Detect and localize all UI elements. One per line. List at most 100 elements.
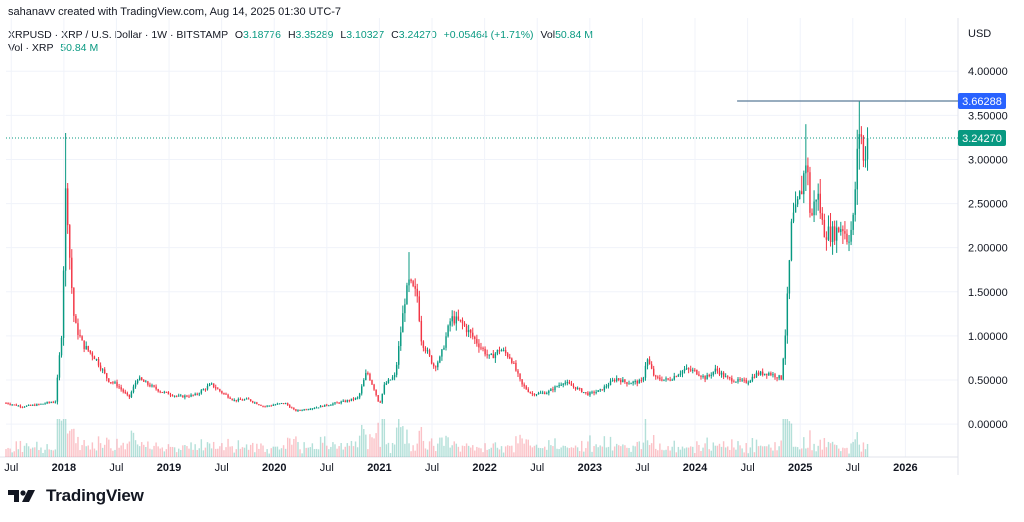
candle-body[interactable] xyxy=(796,199,799,205)
candle-body[interactable] xyxy=(404,304,406,314)
candle-body[interactable] xyxy=(206,386,209,390)
candle-body[interactable] xyxy=(657,376,659,378)
candle-body[interactable] xyxy=(825,237,828,240)
candle-body[interactable] xyxy=(511,358,513,363)
candle-body[interactable] xyxy=(215,387,217,389)
candle-body[interactable] xyxy=(618,378,620,380)
candle-body[interactable] xyxy=(163,391,166,393)
candle-body[interactable] xyxy=(620,379,622,383)
candle-body[interactable] xyxy=(289,405,291,408)
candle-body[interactable] xyxy=(328,405,330,407)
candle-body[interactable] xyxy=(801,191,803,195)
candle-body[interactable] xyxy=(597,390,599,392)
candle-body[interactable] xyxy=(432,363,435,367)
candle-body[interactable] xyxy=(663,379,665,381)
candle-body[interactable] xyxy=(496,349,499,354)
candle-body[interactable] xyxy=(626,382,628,385)
candle-body[interactable] xyxy=(414,285,416,289)
candle-body[interactable] xyxy=(348,400,351,402)
candle-body[interactable] xyxy=(151,385,153,387)
candle-body[interactable] xyxy=(198,393,200,395)
candle-body[interactable] xyxy=(363,380,365,387)
candle-body[interactable] xyxy=(140,377,143,381)
candle-body[interactable] xyxy=(751,376,754,381)
candle-body[interactable] xyxy=(572,385,575,387)
candle-body[interactable] xyxy=(406,285,408,305)
candle-body[interactable] xyxy=(844,231,846,234)
candle-body[interactable] xyxy=(731,378,733,382)
candle-body[interactable] xyxy=(864,159,867,161)
candle-body[interactable] xyxy=(455,316,458,324)
candle-body[interactable] xyxy=(56,377,59,402)
candle-body[interactable] xyxy=(305,409,307,411)
candle-body[interactable] xyxy=(165,391,168,393)
candle-body[interactable] xyxy=(774,374,776,378)
candle-body[interactable] xyxy=(560,384,562,386)
candle-body[interactable] xyxy=(437,362,439,368)
candle-body[interactable] xyxy=(367,372,369,374)
candle-body[interactable] xyxy=(79,334,81,337)
candle-body[interactable] xyxy=(332,403,334,405)
candle-body[interactable] xyxy=(679,373,682,375)
candle-body[interactable] xyxy=(463,323,466,326)
candle-body[interactable] xyxy=(274,404,277,406)
candle-body[interactable] xyxy=(525,386,527,390)
candle-body[interactable] xyxy=(809,172,811,213)
candle-body[interactable] xyxy=(42,403,44,405)
candle-body[interactable] xyxy=(175,395,178,397)
candle-body[interactable] xyxy=(424,347,427,352)
candle-body[interactable] xyxy=(323,404,326,407)
candle-body[interactable] xyxy=(46,401,48,404)
candle-body[interactable] xyxy=(798,191,801,200)
candle-body[interactable] xyxy=(307,409,309,411)
candle-body[interactable] xyxy=(784,335,787,359)
candle-body[interactable] xyxy=(630,383,632,385)
candle-body[interactable] xyxy=(589,392,591,396)
candle-body[interactable] xyxy=(500,350,503,352)
candle-body[interactable] xyxy=(759,371,762,375)
candle-body[interactable] xyxy=(410,279,412,282)
candle-body[interactable] xyxy=(11,404,13,406)
candle-body[interactable] xyxy=(772,374,774,376)
candle-body[interactable] xyxy=(85,346,87,350)
candle-body[interactable] xyxy=(735,381,737,383)
candle-body[interactable] xyxy=(829,226,832,243)
candle-body[interactable] xyxy=(387,379,390,383)
candle-body[interactable] xyxy=(866,138,869,160)
candle-body[interactable] xyxy=(145,381,147,383)
candle-body[interactable] xyxy=(648,359,651,365)
candle-body[interactable] xyxy=(698,374,700,376)
candle-body[interactable] xyxy=(190,394,192,397)
candle-body[interactable] xyxy=(815,199,817,202)
candle-body[interactable] xyxy=(813,201,815,216)
candle-body[interactable] xyxy=(83,340,85,350)
candle-body[interactable] xyxy=(221,391,223,394)
candle-body[interactable] xyxy=(632,381,634,384)
candle-body[interactable] xyxy=(153,385,155,387)
candle-body[interactable] xyxy=(420,320,423,342)
candle-body[interactable] xyxy=(29,404,32,406)
candle-body[interactable] xyxy=(840,229,842,232)
candle-body[interactable] xyxy=(862,136,865,161)
candle-body[interactable] xyxy=(422,341,425,348)
candle-body[interactable] xyxy=(334,402,336,404)
candle-body[interactable] xyxy=(40,403,42,405)
candle-body[interactable] xyxy=(428,350,431,356)
candle-body[interactable] xyxy=(451,316,453,322)
candle-body[interactable] xyxy=(445,336,447,348)
candle-body[interactable] xyxy=(846,233,848,243)
candle-body[interactable] xyxy=(570,383,573,386)
candle-body[interactable] xyxy=(149,384,151,387)
candle-body[interactable] xyxy=(595,391,597,394)
candle-body[interactable] xyxy=(683,368,686,371)
candle-body[interactable] xyxy=(266,405,268,407)
candle-body[interactable] xyxy=(574,386,577,390)
candle-body[interactable] xyxy=(714,368,717,372)
volume-series-label[interactable]: Vol · XRP xyxy=(8,42,54,54)
candle-body[interactable] xyxy=(134,382,137,387)
candle-body[interactable] xyxy=(642,377,645,381)
candle-body[interactable] xyxy=(667,378,669,380)
candle-body[interactable] xyxy=(299,409,301,411)
candle-body[interactable] xyxy=(126,392,129,395)
candle-body[interactable] xyxy=(344,400,346,402)
